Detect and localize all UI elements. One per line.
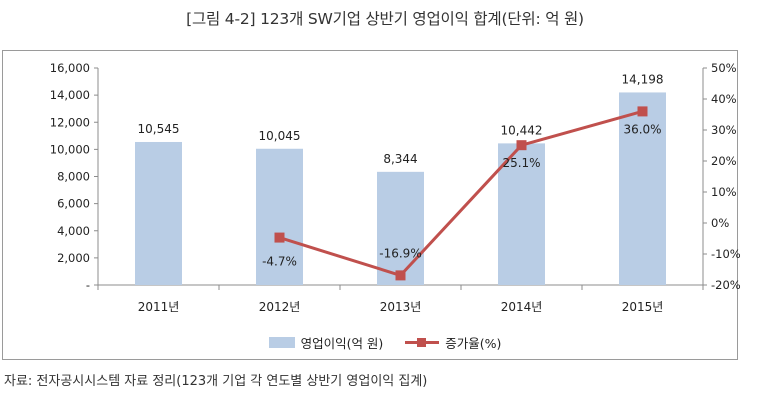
bar-series [135,92,666,285]
legend-bar-swatch [268,337,295,348]
y-left-tick-label: 2,000 [57,251,90,265]
y-right-tick-label: -20% [711,278,741,292]
legend-line-label: 증가율(%) [445,336,502,351]
bar-data-label: 10,442 [501,123,543,137]
legend-line-swatch [405,337,440,348]
line-data-label: 25.1% [502,156,540,170]
y-left-tick-label: 12,000 [50,115,90,129]
line-data-label: 36.0% [623,122,661,136]
line-data-label: -4.7% [262,255,297,269]
x-tick-label: 2012년 [259,300,301,314]
y-right-tick-label: 30% [711,123,737,137]
line-path [279,109,643,277]
source-note: 자료: 전자공시시스템 자료 정리(123개 기업 각 연도별 상반기 영업이익… [4,374,428,389]
y-right-tick-label: 20% [711,154,737,168]
bar-data-labels: 10,545 10,045 8,344 10,442 14,198 [138,72,664,165]
x-tick-label: 2014년 [501,300,543,314]
y-left-tick-label: 4,000 [57,224,90,238]
line-data-label: -16.9% [379,246,421,260]
bar-data-label: 10,045 [259,129,301,143]
bar-data-label: 14,198 [622,72,664,86]
legend-item-bar: 영업이익(억 원) [268,333,384,352]
x-tick-label: 2015년 [622,300,664,314]
y-left-tick-label: 14,000 [50,88,90,102]
bar-data-label: 8,344 [383,152,417,166]
chart-title: [그림 4-2] 123개 SW기업 상반기 영업이익 합계(단위: 억 원) [186,10,584,28]
chart-axes: - 2,000 4,000 6,000 8,000 10,000 12,000 14,000 1… [50,61,741,314]
bar-data-label: 10,545 [138,122,180,136]
line-point [395,270,406,281]
bar [619,92,666,285]
line-point [274,232,285,243]
bar [377,171,424,285]
line-point [637,106,648,117]
legend-bar-label: 영업이익(억 원) [300,336,384,351]
bar [135,141,182,285]
y-left-tick-label: 6,000 [57,197,90,211]
y-left-tick-label: 16,000 [50,61,90,75]
y-right-tick-label: 10% [711,185,737,199]
legend-item-line: 증가율(%) [405,333,501,352]
chart-frame [2,50,738,360]
y-left-tick-label: 8,000 [57,170,90,184]
bar [256,148,303,285]
y-right-tick-label: 40% [711,92,737,106]
y-left-tick-label: - [86,278,90,292]
line-point [516,140,527,151]
line-series [274,106,648,281]
y-right-tick-label: 50% [711,61,737,75]
bar [498,143,545,285]
line-data-labels: -4.7% -16.9% 25.1% 36.0% [262,122,661,268]
chart-legend: 영업이익(억 원) 증가율(%) [0,333,770,352]
y-left-tick-label: 10,000 [50,142,90,156]
y-right-tick-label: 0% [711,216,729,230]
x-tick-label: 2011년 [138,300,180,314]
y-right-tick-label: -10% [711,247,741,261]
x-tick-label: 2013년 [380,300,422,314]
